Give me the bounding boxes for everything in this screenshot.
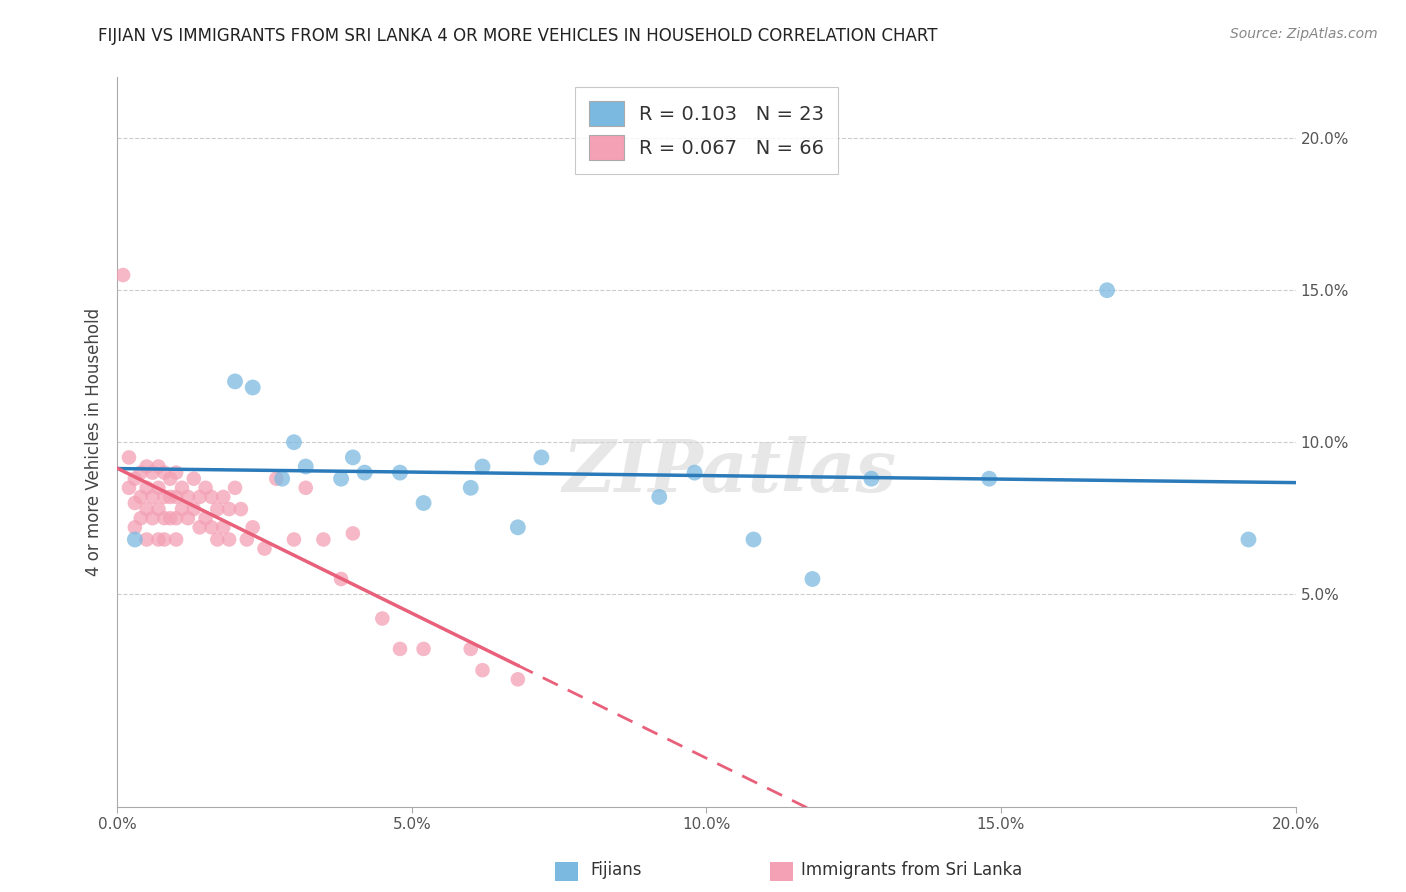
Point	[224, 375, 246, 389]
Point	[200, 520, 222, 534]
Point	[153, 511, 176, 525]
Point	[530, 450, 553, 465]
Text: ZIPatlas: ZIPatlas	[562, 436, 897, 507]
Point	[471, 663, 494, 677]
Point	[460, 641, 482, 656]
Point	[200, 490, 222, 504]
Point	[253, 541, 276, 556]
Point	[979, 472, 1001, 486]
Point	[148, 459, 170, 474]
Point	[124, 496, 146, 510]
Point	[159, 511, 181, 525]
Point	[165, 533, 187, 547]
Point	[170, 502, 193, 516]
Point	[118, 481, 141, 495]
Y-axis label: 4 or more Vehicles in Household: 4 or more Vehicles in Household	[86, 308, 103, 576]
Point	[141, 511, 163, 525]
Legend: R = 0.103   N = 23, R = 0.067   N = 66: R = 0.103 N = 23, R = 0.067 N = 66	[575, 87, 838, 174]
Point	[135, 459, 157, 474]
Point	[135, 533, 157, 547]
Point	[294, 481, 316, 495]
Point	[135, 502, 157, 516]
Point	[229, 502, 252, 516]
Point	[506, 520, 529, 534]
Point	[159, 490, 181, 504]
Point	[506, 673, 529, 687]
Point	[242, 380, 264, 394]
Point	[148, 502, 170, 516]
Point	[141, 466, 163, 480]
Point	[412, 641, 434, 656]
Point	[207, 533, 229, 547]
Point	[194, 481, 217, 495]
Point	[135, 481, 157, 495]
Point	[188, 520, 211, 534]
Point	[188, 490, 211, 504]
Point	[177, 490, 200, 504]
Point	[183, 502, 205, 516]
Text: FIJIAN VS IMMIGRANTS FROM SRI LANKA 4 OR MORE VEHICLES IN HOUSEHOLD CORRELATION : FIJIAN VS IMMIGRANTS FROM SRI LANKA 4 OR…	[98, 27, 938, 45]
Point	[471, 459, 494, 474]
Point	[183, 472, 205, 486]
Point	[153, 490, 176, 504]
Point	[118, 450, 141, 465]
Point	[165, 511, 187, 525]
Point	[264, 472, 287, 486]
Point	[1237, 533, 1260, 547]
Text: Fijians: Fijians	[591, 861, 643, 879]
Point	[330, 572, 353, 586]
Point	[218, 533, 240, 547]
Point	[129, 466, 152, 480]
Point	[1095, 283, 1118, 297]
Point	[342, 526, 364, 541]
Point	[412, 496, 434, 510]
Point	[224, 481, 246, 495]
Point	[388, 466, 411, 480]
Point	[342, 450, 364, 465]
Point	[353, 466, 375, 480]
Point	[170, 481, 193, 495]
Point	[801, 572, 824, 586]
Point	[330, 472, 353, 486]
Point	[371, 611, 394, 625]
Point	[165, 490, 187, 504]
Point	[271, 472, 294, 486]
Point	[312, 533, 335, 547]
Point	[283, 435, 305, 450]
Point	[141, 490, 163, 504]
Point	[112, 268, 135, 282]
Point	[648, 490, 671, 504]
Point	[212, 490, 235, 504]
Point	[124, 533, 146, 547]
Point	[294, 459, 316, 474]
Point	[159, 472, 181, 486]
Point	[153, 466, 176, 480]
Point	[129, 511, 152, 525]
Point	[388, 641, 411, 656]
Point	[212, 520, 235, 534]
Point	[177, 511, 200, 525]
Point	[129, 490, 152, 504]
Point	[242, 520, 264, 534]
Point	[153, 533, 176, 547]
Text: Immigrants from Sri Lanka: Immigrants from Sri Lanka	[801, 861, 1022, 879]
Point	[148, 481, 170, 495]
Point	[207, 502, 229, 516]
Point	[124, 520, 146, 534]
Point	[124, 472, 146, 486]
Point	[236, 533, 259, 547]
Point	[194, 511, 217, 525]
Point	[460, 481, 482, 495]
Point	[148, 533, 170, 547]
Point	[283, 533, 305, 547]
Point	[218, 502, 240, 516]
Point	[683, 466, 706, 480]
Point	[860, 472, 883, 486]
Point	[165, 466, 187, 480]
Text: Source: ZipAtlas.com: Source: ZipAtlas.com	[1230, 27, 1378, 41]
Point	[742, 533, 765, 547]
